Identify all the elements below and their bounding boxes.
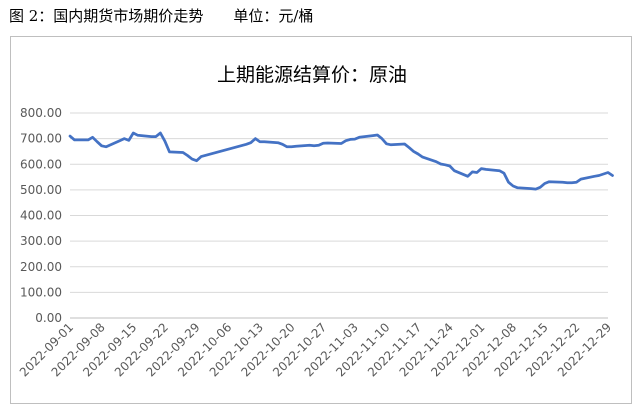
- y-tick-label: 300.00: [20, 234, 62, 248]
- chart-title: 上期能源结算价：原油: [217, 64, 407, 86]
- series-line: [68, 131, 614, 191]
- y-axis-labels: 0.00 100.00 200.00 300.00 400.00 500.00 600.00…: [20, 106, 62, 325]
- y-tick-label: 600.00: [20, 157, 62, 171]
- y-tick-label: 800.00: [20, 106, 62, 120]
- unit-label: 单位：元/桶: [233, 7, 314, 25]
- y-tick-label: 200.00: [20, 260, 62, 274]
- figure-caption: 图 2：国内期货市场期价走势 单位：元/桶: [9, 5, 313, 26]
- series-layer: [68, 131, 614, 191]
- gridlines: [70, 112, 608, 319]
- chart-frame: [10, 36, 632, 404]
- y-tick-label: 0.00: [35, 311, 62, 325]
- y-tick-label: 500.00: [20, 183, 62, 197]
- y-tick-label: 400.00: [20, 209, 62, 223]
- x-axis-labels: 2022-09-012022-09-082022-09-152022-09-22…: [17, 320, 614, 379]
- y-tick-label: 100.00: [20, 285, 62, 299]
- figure-label: 图 2：国内期货市场期价走势: [9, 7, 204, 25]
- y-tick-label: 700.00: [20, 132, 62, 146]
